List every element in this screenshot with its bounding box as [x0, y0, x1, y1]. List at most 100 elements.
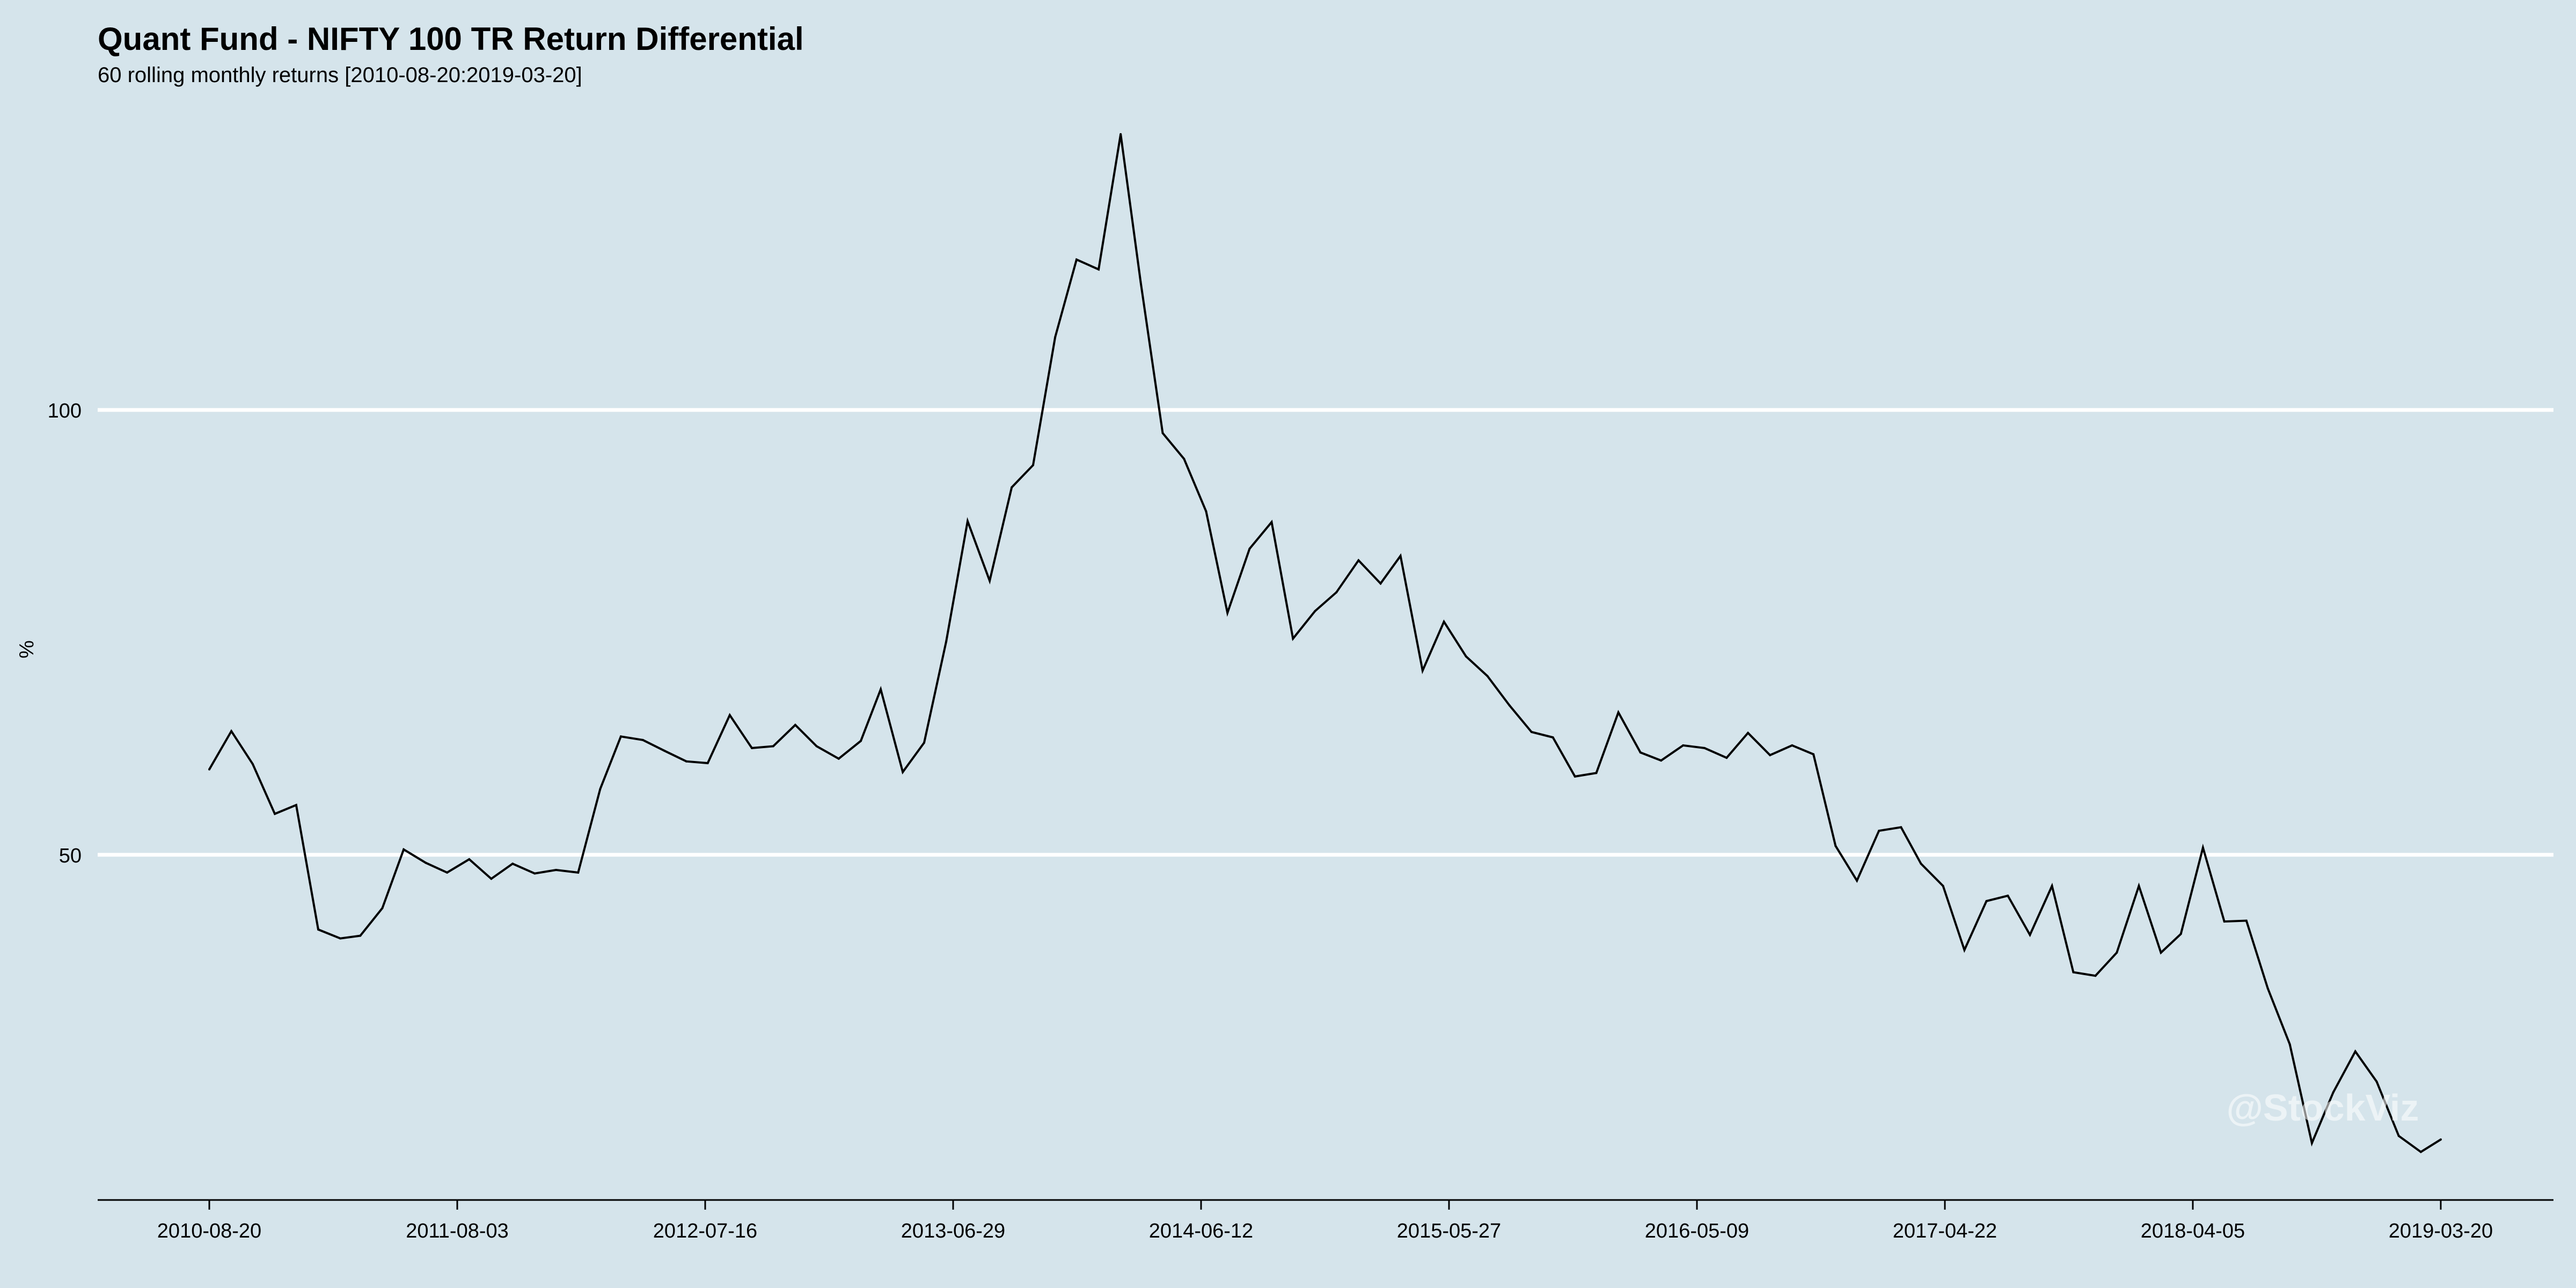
- gridlines: [98, 408, 2553, 857]
- data-point: [359, 934, 362, 937]
- data-point: [1769, 754, 1772, 757]
- data-point: [1011, 486, 1013, 489]
- chart-subtitle: 60 rolling monthly returns [2010-08-20:2…: [98, 63, 582, 87]
- data-point: [1963, 949, 1966, 952]
- data-point: [706, 762, 709, 764]
- data-point: [1357, 559, 1360, 562]
- data-point: [1183, 458, 1185, 460]
- data-point: [2223, 920, 2226, 923]
- data-point: [1421, 669, 1424, 672]
- data-point: [967, 520, 969, 523]
- series-layer: [208, 133, 2442, 1153]
- data-point: [2007, 895, 2009, 897]
- data-point: [772, 745, 774, 748]
- data-point: [1856, 879, 1858, 882]
- data-point: [860, 740, 862, 742]
- data-point: [2245, 919, 2248, 922]
- watermark: @StockViz: [2227, 1087, 2419, 1129]
- data-point: [1617, 711, 1620, 714]
- data-point: [1660, 759, 1663, 762]
- data-point: [642, 738, 644, 741]
- data-point: [2332, 1091, 2334, 1094]
- data-point: [1639, 751, 1642, 754]
- data-point: [1399, 554, 1402, 557]
- series-line: [208, 134, 2442, 1153]
- data-point: [1443, 620, 1445, 623]
- data-point: [1075, 258, 1078, 261]
- x-tick-label: 2012-07-16: [653, 1220, 757, 1242]
- data-point: [2051, 884, 2053, 887]
- data-point: [2201, 846, 2204, 849]
- data-point: [794, 723, 796, 726]
- data-point: [1900, 826, 1902, 829]
- data-point: [2310, 1141, 2313, 1144]
- data-point: [2029, 934, 2031, 936]
- data-point: [1682, 744, 1685, 747]
- data-point: [989, 580, 991, 582]
- data-point: [1791, 744, 1794, 747]
- data-point: [490, 877, 493, 880]
- y-axis-label: %: [16, 640, 38, 658]
- x-tick-label: 2014-06-12: [1149, 1220, 1253, 1242]
- data-point: [339, 937, 342, 940]
- data-point: [1379, 582, 1382, 585]
- chart-title: Quant Fund - NIFTY 100 TR Return Differe…: [98, 21, 804, 57]
- data-point: [728, 714, 731, 716]
- data-point: [902, 771, 904, 773]
- data-point: [1574, 775, 1576, 778]
- data-point: [511, 862, 514, 865]
- data-point: [1725, 757, 1728, 759]
- y-axis: 50 100: [48, 400, 82, 867]
- data-point: [446, 871, 449, 874]
- y-tick-label: 50: [59, 845, 82, 867]
- data-point: [577, 871, 580, 874]
- x-tick-label: 2010-08-20: [157, 1220, 261, 1242]
- data-point: [880, 688, 882, 691]
- x-tick-label: 2015-05-27: [1397, 1220, 1501, 1242]
- data-point: [2160, 952, 2162, 954]
- data-point: [2288, 1043, 2291, 1045]
- data-point: [1248, 547, 1251, 550]
- data-point: [295, 804, 297, 806]
- data-point: [1530, 731, 1533, 733]
- data-point: [1878, 830, 1880, 832]
- data-point: [1703, 747, 1706, 749]
- data-point: [815, 745, 818, 748]
- data-point: [1226, 611, 1229, 614]
- y-tick-label: 100: [48, 400, 82, 422]
- data-point: [751, 747, 753, 749]
- data-point: [1314, 610, 1316, 612]
- data-point: [1920, 862, 1922, 865]
- data-point: [663, 749, 665, 752]
- data-point: [1508, 704, 1511, 707]
- data-point: [381, 907, 384, 910]
- data-point: [1032, 464, 1034, 466]
- data-point: [402, 848, 405, 851]
- x-tick-label: 2017-04-22: [1893, 1220, 1997, 1242]
- data-point: [685, 760, 687, 763]
- data-point: [1139, 281, 1142, 283]
- data-point: [1942, 884, 1944, 887]
- data-point: [2116, 952, 2118, 954]
- data-point: [230, 730, 233, 733]
- data-point: [2179, 933, 2182, 935]
- data-point: [2375, 1080, 2378, 1083]
- data-point: [1812, 753, 1815, 756]
- data-point: [1119, 133, 1122, 135]
- data-point: [555, 869, 558, 871]
- x-tick-label: 2013-06-29: [901, 1220, 1005, 1242]
- data-point: [2094, 975, 2097, 977]
- data-point: [251, 763, 254, 765]
- data-point: [468, 858, 471, 861]
- data-point: [1985, 900, 1988, 902]
- x-tick-label: 2016-05-09: [1645, 1220, 1749, 1242]
- data-point: [2266, 987, 2269, 990]
- data-point: [837, 757, 840, 760]
- data-point: [1161, 432, 1164, 434]
- data-point: [923, 741, 925, 744]
- x-axis: 2010-08-20 2011-08-03 2012-07-16 2013-06-29…: [98, 1199, 2553, 1242]
- data-point: [208, 768, 210, 771]
- data-point: [1270, 521, 1273, 523]
